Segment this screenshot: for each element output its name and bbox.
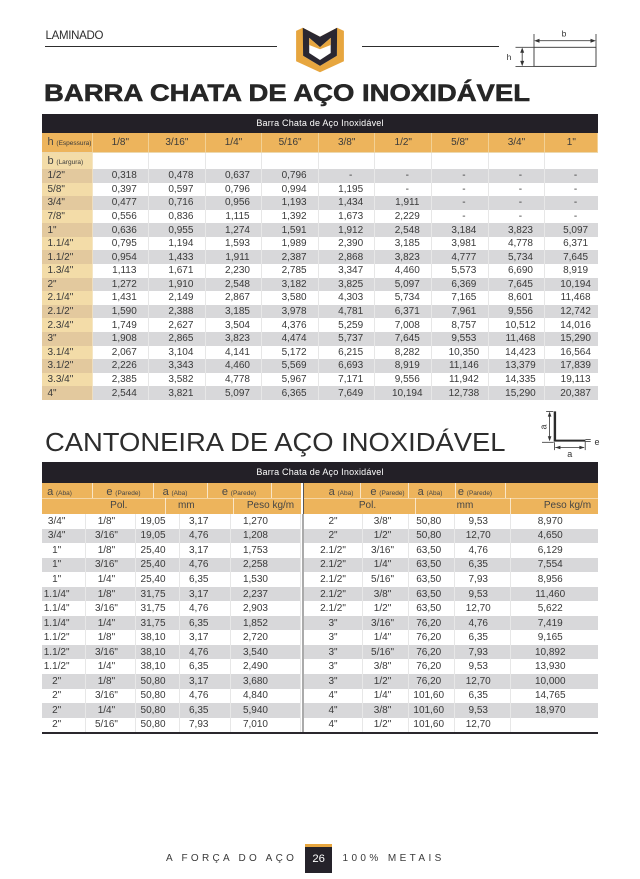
svg-text:a: a (567, 449, 572, 459)
svg-text:a: a (539, 424, 549, 429)
svg-text:e: e (595, 437, 600, 447)
svg-text:b: b (562, 29, 567, 39)
svg-text:h: h (507, 52, 512, 62)
